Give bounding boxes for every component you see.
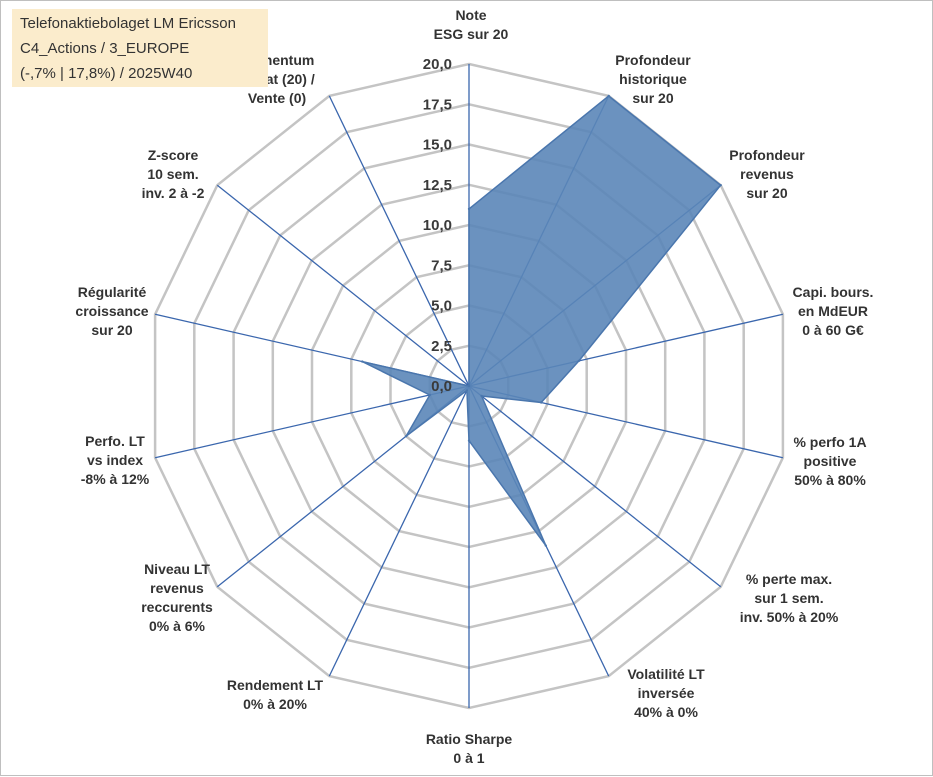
axis-label-line: Profondeur	[729, 147, 805, 163]
axis-label-line: % perfo 1A	[793, 434, 866, 450]
data-point	[544, 544, 547, 547]
axis-label-line: 0 à 60 G€	[802, 322, 864, 338]
axis-label: Ratio Sharpe 0 à 1	[426, 731, 513, 766]
axis-label-line: sur 20	[746, 185, 787, 201]
data-point	[404, 435, 408, 438]
axis-labels: Note ESG sur 20 Profondeur historique sur 20…	[75, 7, 873, 766]
chart-title-box: Telefonaktiebolaget LM Ericsson C4_Actio…	[12, 9, 268, 87]
axis-label-line: Régularité	[78, 284, 147, 300]
data-point	[607, 94, 610, 98]
data-area	[361, 95, 722, 547]
axis-label: Régularité croissance sur 20	[75, 284, 148, 338]
axis-label: Capi. bours. en MdEUR 0 à 60 G€	[793, 284, 874, 338]
axis-label: Profondeur revenus sur 20	[729, 147, 805, 201]
axis-label-line: inv. 2 à -2	[142, 185, 205, 201]
data-point	[577, 359, 581, 363]
tick-label: 7,5	[431, 257, 452, 274]
axis-label-line: reccurents	[141, 599, 213, 615]
tick-label: 15,0	[423, 137, 452, 154]
axis-label: Rendement LT 0% à 20%	[227, 677, 324, 712]
axis-spoke	[328, 385, 470, 677]
axis-label-line: Capi. bours.	[793, 284, 874, 300]
axis-label-line: Vente (0)	[248, 90, 306, 106]
axis-label-line: revenus	[150, 580, 204, 596]
tick-label: 20,0	[423, 56, 452, 73]
tick-label: 17,5	[423, 96, 452, 113]
data-point	[540, 401, 543, 404]
axis-label: % perte max. sur 1 sem. inv. 50% à 20%	[740, 571, 839, 625]
tick-label: 12,5	[423, 177, 452, 194]
axis-label-line: Note	[455, 7, 486, 23]
axis-spoke	[154, 385, 470, 459]
axis-label-line: 50% à 80%	[794, 472, 866, 488]
data-point	[467, 207, 471, 211]
data-series	[361, 94, 722, 547]
tick-label: 0,0	[431, 378, 452, 395]
axis-label-line: 0% à 20%	[243, 696, 307, 712]
data-point	[361, 360, 364, 363]
axis-label-line: positive	[804, 453, 857, 469]
axis-label-line: 40% à 0%	[634, 704, 698, 720]
axis-label: Niveau LT revenus reccurents 0% à 6%	[141, 561, 213, 634]
title-line: Telefonaktiebolaget LM Ericsson	[20, 15, 236, 32]
tick-label: 5,0	[431, 298, 452, 315]
tick-labels: 0,0 2,5 5,0 7,5 10,0 12,5 15,0 17,5 20,0	[423, 56, 452, 395]
tick-label: 2,5	[431, 338, 452, 355]
title-line: C4_Actions / 3_EUROPE	[20, 40, 190, 57]
title-line: (-,7% | 17,8%) / 2025W40	[20, 65, 193, 82]
data-point	[465, 389, 469, 392]
axis-label: Profondeur historique sur 20	[615, 52, 691, 106]
axis-label: Z-score 10 sem. inv. 2 à -2	[142, 147, 205, 201]
data-point	[480, 394, 483, 398]
data-point	[467, 384, 471, 388]
data-point	[428, 393, 431, 397]
axis-label-line: Rendement LT	[227, 677, 324, 693]
axis-label-line: % perte max.	[746, 571, 832, 587]
axis-label-line: inv. 50% à 20%	[740, 609, 839, 625]
axis-label: Note ESG sur 20	[434, 7, 509, 42]
axis-label-line: sur 20	[632, 90, 673, 106]
axis-label-line: Profondeur	[615, 52, 691, 68]
axis-label-line: Volatilité LT	[627, 666, 705, 682]
axis-label-line: Niveau LT	[144, 561, 210, 577]
axis-label-line: vs index	[87, 452, 143, 468]
axis-label-line: historique	[619, 71, 687, 87]
axis-label-line: sur 1 sem.	[754, 590, 823, 606]
axis-label-line: sur 20	[91, 322, 132, 338]
axis-label-line: Perfo. LT	[85, 433, 145, 449]
axis-label-line: Z-score	[148, 147, 199, 163]
axis-spoke	[468, 385, 722, 588]
axis-label-line: croissance	[75, 303, 148, 319]
axis-spoke	[216, 184, 470, 387]
axis-label-line: inversée	[638, 685, 695, 701]
data-point	[719, 184, 722, 187]
axis-label: Volatilité LT inversée 40% à 0%	[627, 666, 705, 720]
axis-label-line: 0% à 6%	[149, 618, 206, 634]
axis-label-line: Ratio Sharpe	[426, 731, 513, 747]
axis-label-line: -8% à 12%	[81, 471, 150, 487]
axis-spoke	[328, 95, 470, 387]
axis-label-line: en MdEUR	[798, 303, 868, 319]
axis-label-line: 10 sem.	[147, 166, 198, 182]
data-point	[467, 439, 471, 442]
axis-label-line: 0 à 1	[453, 750, 484, 766]
axis-label: Perfo. LT vs index -8% à 12%	[81, 433, 150, 487]
axis-label-line: revenus	[740, 166, 794, 182]
axis-label: % perfo 1A positive 50% à 80%	[793, 434, 866, 488]
axis-label-line: ESG sur 20	[434, 26, 509, 42]
tick-label: 10,0	[423, 217, 452, 234]
